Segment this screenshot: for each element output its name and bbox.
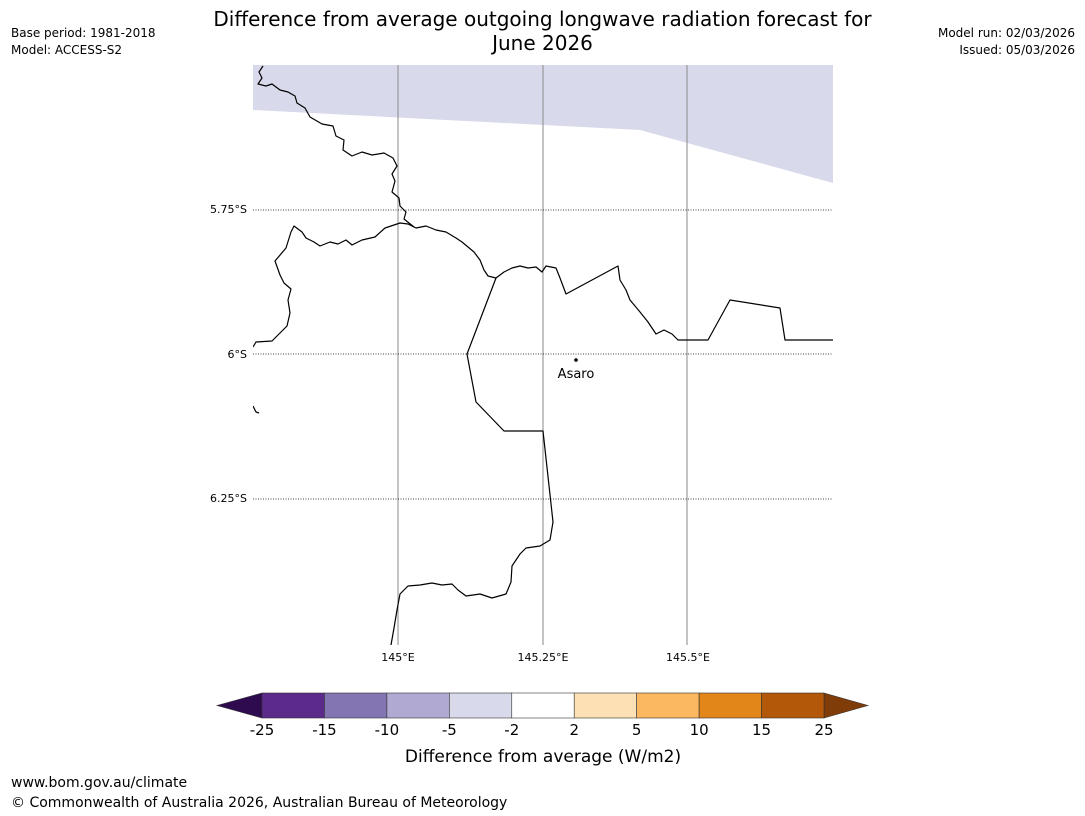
lat-label-5-75s: 5.75°S [210, 203, 247, 216]
colorbar-tick-label: -15 [312, 721, 337, 739]
colorbar-extend-high [823, 692, 870, 719]
colorbar-segment [511, 692, 575, 719]
colorbar-segment [698, 692, 762, 719]
colorbar-segment [386, 692, 450, 719]
boundary-fragment [253, 405, 260, 414]
colorbar-segment [636, 692, 700, 719]
title-line-1: Difference from average outgoing longwav… [213, 7, 872, 31]
colorbar-tick-label: 25 [814, 721, 833, 739]
title-line-2: June 2026 [492, 31, 593, 55]
colorbar-extend-low [215, 692, 263, 719]
colorbar-segment [449, 692, 513, 719]
colorbar-segment [573, 692, 637, 719]
base-period: Base period: 1981-2018 [11, 26, 156, 40]
colorbar-tick-label: 2 [569, 721, 579, 739]
model-name: Model: ACCESS-S2 [11, 43, 123, 57]
lon-label-145-25e: 145.25°E [518, 651, 569, 664]
model-run: Model run: 02/03/2026 [937, 26, 1075, 40]
colorbar-tick-label: -25 [250, 721, 275, 739]
footer-copyright: © Commonwealth of Australia 2026, Austra… [11, 795, 508, 811]
boundary-central-north [253, 222, 833, 348]
colorbar-segment [324, 692, 388, 719]
colorbar-tick-label: 15 [752, 721, 771, 739]
colorbar-tick-label: 10 [690, 721, 709, 739]
lat-label-6-25s: 6.25°S [210, 492, 247, 505]
boundary-west-north [257, 65, 415, 228]
colorbar: -25 -15 -10 -5 -2 2 5 10 15 25 [215, 692, 870, 739]
colorbar-segment [261, 692, 325, 719]
boundary-west-south [390, 277, 554, 645]
footer-url[interactable]: www.bom.gov.au/climate [11, 775, 188, 791]
lon-label-145-5e: 145.5°E [666, 651, 710, 664]
asaro-label: Asaro [558, 367, 595, 382]
page-title: Difference from average outgoing longwav… [190, 7, 895, 55]
colorbar-tick-label: 5 [632, 721, 642, 739]
colorbar-label: Difference from average (W/m2) [405, 747, 681, 767]
colorbar-tick-label: -10 [375, 721, 400, 739]
colorbar-segment [761, 692, 825, 719]
colorbar-tick-label: -5 [442, 721, 457, 739]
lat-label-6s: 6°S [228, 348, 247, 361]
colorbar-tick-label: -2 [504, 721, 519, 739]
lon-label-145e: 145°E [381, 651, 414, 664]
issued-date: Issued: 05/03/2026 [959, 43, 1075, 57]
asaro-marker [574, 358, 578, 362]
